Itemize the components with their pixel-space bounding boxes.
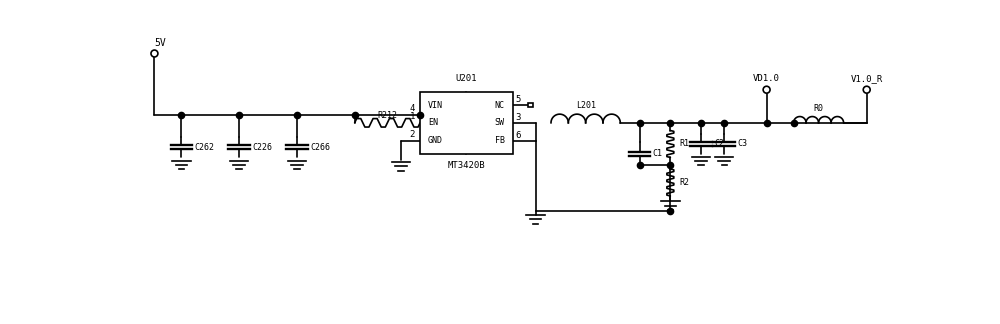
- Text: 4: 4: [410, 104, 415, 113]
- Text: MT3420B: MT3420B: [447, 161, 485, 170]
- Bar: [528, 103, 533, 107]
- Text: 5: 5: [516, 95, 521, 104]
- Text: 6: 6: [516, 131, 521, 140]
- Text: C262: C262: [194, 143, 214, 152]
- Text: C1: C1: [653, 149, 663, 158]
- Text: U201: U201: [456, 74, 477, 83]
- Text: EN: EN: [428, 118, 438, 127]
- Text: V1.0_R: V1.0_R: [851, 74, 883, 83]
- Circle shape: [763, 86, 770, 93]
- Text: NC: NC: [495, 100, 505, 110]
- Text: R1: R1: [680, 140, 690, 148]
- Text: R2: R2: [680, 178, 690, 187]
- Text: 1: 1: [410, 112, 415, 121]
- Bar: [420, 92, 512, 154]
- Text: R0: R0: [814, 104, 824, 113]
- Circle shape: [151, 50, 158, 57]
- Text: FB: FB: [495, 136, 505, 145]
- Text: VIN: VIN: [428, 100, 443, 110]
- Text: 2: 2: [410, 130, 415, 139]
- Text: SW: SW: [495, 118, 505, 127]
- Text: L201: L201: [576, 101, 596, 110]
- Text: C266: C266: [310, 143, 330, 152]
- Text: 5V: 5V: [154, 38, 166, 48]
- Text: C2: C2: [714, 140, 724, 148]
- Text: R212: R212: [377, 111, 397, 121]
- Text: VD1.0: VD1.0: [753, 74, 780, 83]
- Text: C3: C3: [737, 140, 747, 148]
- Text: GND: GND: [428, 136, 443, 145]
- Text: C226: C226: [252, 143, 272, 152]
- Circle shape: [863, 86, 870, 93]
- Text: 3: 3: [516, 113, 521, 122]
